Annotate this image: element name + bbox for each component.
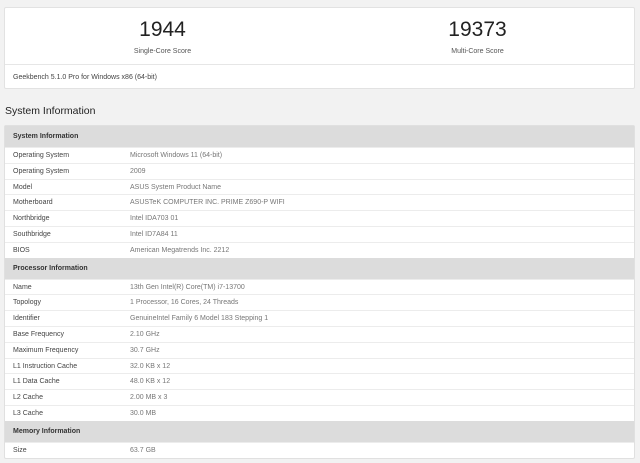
row-value: GenuineIntel Family 6 Model 183 Stepping…	[130, 315, 269, 323]
row-value: Intel ID7A84 11	[130, 230, 178, 238]
row-value: 32.0 KB x 12	[130, 362, 171, 370]
row-label: Maximum Frequency	[13, 346, 79, 354]
table-row: L1 Data Cache 48.0 KB x 12	[5, 373, 634, 389]
row-value: 63.7 GB	[130, 446, 156, 454]
system-info-table: System Information Operating System Micros…	[4, 125, 635, 459]
table-row: Size 63.7 GB	[5, 441, 634, 458]
single-core-score: 1944 Single-Core Score	[5, 18, 320, 55]
row-value: ASUS System Product Name	[130, 183, 222, 191]
row-label: Operating System	[13, 152, 70, 159]
row-label: Operating System	[13, 167, 70, 175]
table-row: Operating System Microsoft Windows 11 (64…	[5, 147, 634, 163]
table-row: Name 13th Gen Intel(R) Core(TM) i7-13700	[5, 278, 634, 295]
table-row: Operating System 2009	[5, 162, 634, 179]
table-row: Southbridge Intel ID7A84 11	[5, 225, 634, 242]
table-row: BIOS American Megatrends Inc. 2212	[5, 241, 634, 258]
row-label: L2 Cache	[13, 394, 43, 402]
row-label: Identifier	[13, 315, 40, 323]
multi-core-value: 19373	[448, 18, 507, 41]
row-label: L1 Data Cache	[13, 378, 60, 386]
score-card: 1944 Single-Core Score 19373 Multi-Core …	[4, 7, 635, 89]
row-label: Base Frequency	[13, 330, 64, 338]
multi-core-score: 19373 Multi-Core Score	[320, 18, 635, 55]
row-value: American Megatrends Inc. 2212	[130, 246, 230, 254]
row-label: BIOS	[13, 246, 30, 254]
divider	[5, 64, 634, 65]
row-value: Intel IDA703 01	[130, 215, 179, 223]
section-header: System Information	[5, 126, 634, 147]
table-row: Topology 1 Processor, 16 Cores, 24 Thread…	[5, 294, 634, 310]
row-value: Microsoft Windows 11 (64-bit)	[130, 152, 223, 159]
row-value: 2009	[130, 167, 146, 175]
table-row: L3 Cache 30.0 MB	[5, 404, 634, 421]
row-value: 30.7 GHz	[130, 346, 160, 354]
table-row: L1 Instruction Cache 32.0 KB x 12	[5, 357, 634, 374]
row-label: Southbridge	[13, 230, 51, 238]
table-row: Identifier GenuineIntel Family 6 Model 18…	[5, 310, 634, 326]
table-row: Base Frequency 2.10 GHz	[5, 325, 634, 342]
row-value: 48.0 KB x 12	[130, 378, 171, 386]
table-row: Model ASUS System Product Name	[5, 178, 634, 195]
row-label: L3 Cache	[13, 409, 43, 417]
row-value: 13th Gen Intel(R) Core(TM) i7-13700	[130, 283, 245, 291]
table-row: Maximum Frequency 30.7 GHz	[5, 341, 634, 358]
row-value: ASUSTeK COMPUTER INC. PRIME Z690-P WIFI	[130, 199, 285, 207]
row-label: Model	[13, 183, 33, 191]
row-value: 30.0 MB	[130, 409, 157, 417]
section-header: Processor Information	[5, 257, 634, 279]
row-label: Topology	[13, 299, 42, 307]
row-label: Motherboard	[13, 199, 53, 207]
row-label: Northbridge	[13, 215, 50, 223]
table-row: Motherboard ASUSTeK COMPUTER INC. PRIME Z…	[5, 194, 634, 210]
table-row: Northbridge Intel IDA703 01	[5, 210, 634, 226]
table-row: L2 Cache 2.00 MB x 3	[5, 389, 634, 405]
row-value: 1 Processor, 16 Cores, 24 Threads	[130, 299, 239, 307]
multi-core-label: Multi-Core Score	[451, 48, 504, 55]
section-heading: System Information	[5, 105, 96, 117]
row-label: Size	[13, 446, 27, 454]
single-core-label: Single-Core Score	[133, 48, 192, 55]
row-label: L1 Instruction Cache	[13, 362, 78, 370]
row-value: 2.10 GHz	[130, 330, 160, 338]
row-value: 2.00 MB x 3	[130, 394, 168, 402]
single-core-value: 1944	[139, 18, 186, 41]
version-text: Geekbench 5.1.0 Pro for Windows x86 (64-…	[13, 74, 157, 81]
section-header: Memory Information	[5, 420, 634, 442]
row-label: Name	[13, 283, 32, 291]
